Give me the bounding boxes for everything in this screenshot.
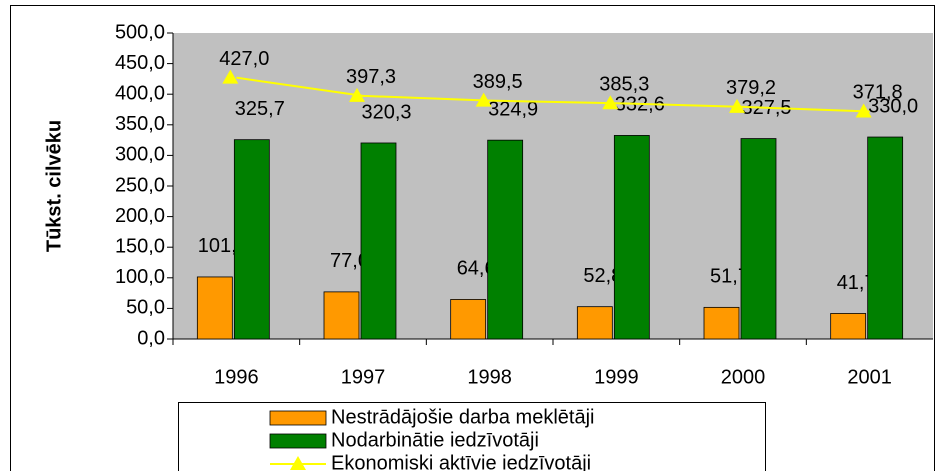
data-label: 325,7	[235, 98, 285, 120]
data-label: 324,9	[488, 98, 538, 120]
data-label: 64,6	[457, 258, 496, 280]
bar	[703, 306, 740, 340]
bar	[830, 313, 867, 340]
bar	[323, 291, 360, 340]
data-label: 52,8	[583, 265, 622, 287]
data-label: 330,0	[868, 95, 918, 117]
legend-label: Ekonomiski aktīvie iedzīvotāji	[331, 452, 591, 471]
y-tick-label: 450,0	[115, 52, 165, 74]
data-label: 397,3	[346, 66, 396, 88]
bar	[487, 139, 524, 340]
x-tick-label: 2000	[721, 366, 766, 388]
line-marker	[475, 92, 492, 107]
y-axis-label: Tūkst. cilvēku	[43, 120, 65, 252]
y-tick-label: 500,0	[115, 21, 165, 43]
y-tick-label: 400,0	[115, 82, 165, 104]
line-marker	[729, 98, 745, 113]
y-tick-label: 50,0	[126, 297, 165, 319]
y-tick-label: 250,0	[115, 174, 165, 196]
data-label: 427,0	[219, 48, 269, 70]
legend-swatch	[269, 433, 327, 449]
legend-label: Nodarbinātie iedzīvotāji	[331, 429, 539, 451]
x-tick-label: 2001	[847, 366, 892, 388]
y-tick-label: 300,0	[115, 144, 165, 166]
line-marker	[855, 103, 872, 118]
bar	[576, 306, 613, 340]
y-tick-label: 350,0	[115, 113, 165, 135]
x-tick-label: 1996	[214, 366, 259, 388]
line-marker	[602, 95, 619, 110]
bar	[867, 136, 904, 340]
data-label: 379,2	[726, 77, 776, 99]
bar	[613, 135, 650, 340]
legend-label: Nestrādājošie darba meklētāji	[331, 406, 594, 428]
plot-area	[173, 33, 933, 339]
x-tick-label: 1997	[341, 366, 386, 388]
line	[236, 76, 870, 113]
y-tick-label: 100,0	[115, 266, 165, 288]
data-label: 371,8	[853, 82, 903, 104]
x-tick-label: 1998	[467, 366, 512, 388]
bar	[233, 139, 270, 340]
bar	[196, 276, 233, 340]
data-label: 385,3	[599, 73, 649, 95]
legend-swatch	[269, 410, 327, 426]
data-label: 389,5	[473, 71, 523, 93]
data-label: 77,0	[330, 250, 369, 272]
data-label: 51,7	[710, 266, 749, 288]
data-label: 320,3	[361, 101, 411, 123]
y-tick-label: 0,0	[137, 327, 165, 349]
line-marker	[222, 69, 239, 84]
line-marker	[349, 87, 365, 102]
bar	[450, 299, 487, 340]
bar	[360, 142, 397, 340]
bar	[740, 138, 777, 340]
legend-marker	[290, 456, 306, 470]
x-tick-label: 1999	[594, 366, 639, 388]
y-tick-label: 200,0	[115, 205, 165, 227]
y-tick-label: 150,0	[115, 235, 165, 257]
data-label: 41,7	[837, 272, 876, 294]
